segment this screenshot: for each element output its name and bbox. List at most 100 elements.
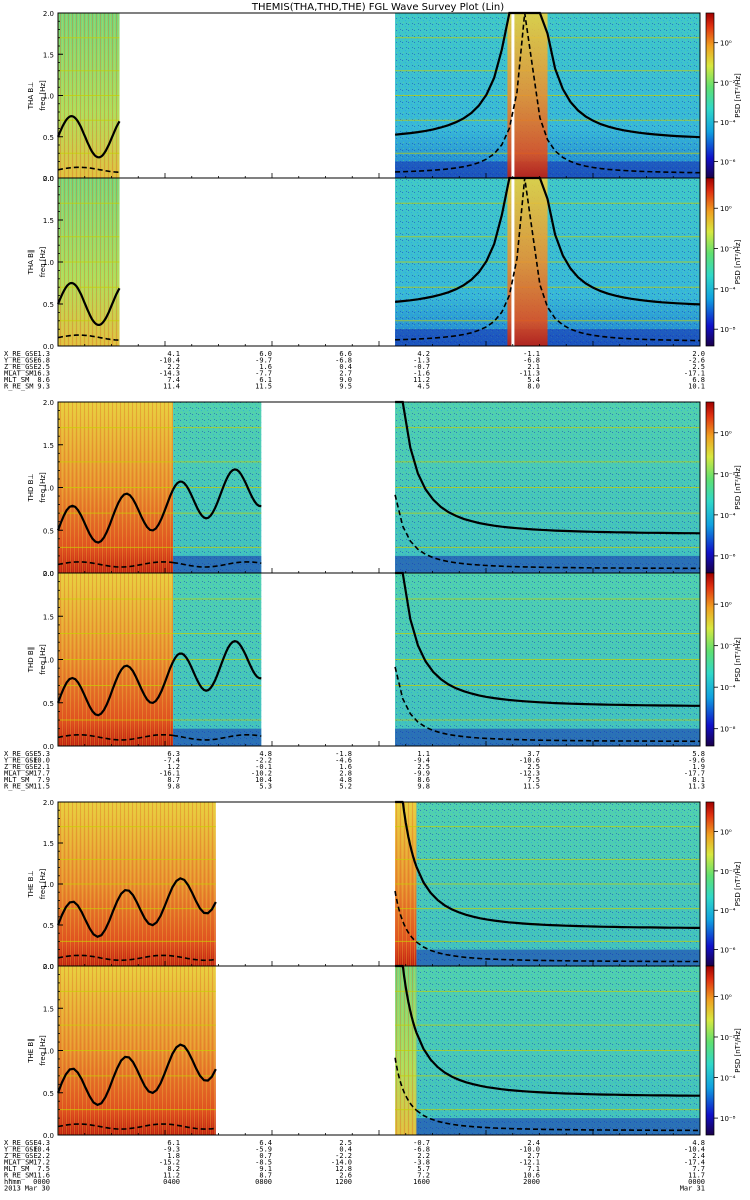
colorbar-tick-label: 10⁰ (720, 205, 732, 213)
ephem-value: -17.2 (29, 1159, 50, 1167)
half-fce-curve (57, 166, 120, 173)
ephem-value: 6.8 (692, 376, 705, 384)
colorbar-tick-label: 10⁰ (720, 829, 732, 837)
ephem-value: 11.6 (33, 1172, 50, 1180)
ephem-value: 9.8 (167, 783, 180, 791)
y-tick-label: 1.0 (43, 657, 54, 665)
date-start: Mar 30 (25, 1185, 50, 1193)
fce-curve (394, 176, 701, 306)
colorbar-tick-label: 10⁻⁸ (720, 1115, 736, 1123)
freq-axis-label: freq [Hz] (39, 472, 47, 503)
y-tick-label: 0.5 (43, 134, 54, 142)
y-tick-label: 0.5 (43, 700, 54, 708)
ephem-value: 2.2 (167, 363, 180, 371)
colorbar (705, 572, 715, 747)
ephem-value: 4.1 (167, 350, 180, 358)
half-fce-curve (172, 561, 262, 568)
ephem-value: -17.4 (684, 1159, 705, 1167)
fce-curve (56, 1043, 217, 1107)
low-frequency-band (173, 555, 262, 573)
ephem-value: 2.1 (37, 763, 50, 771)
fce-curve (56, 877, 217, 939)
y-tick-label: 0.0 (43, 743, 54, 751)
colorbar (705, 12, 715, 179)
y-tick-label: 1.5 (43, 51, 54, 59)
ephem-value: -7.7 (255, 370, 272, 378)
ephem-value: 2.5 (37, 363, 50, 371)
ephem-value: 6.3 (167, 750, 180, 758)
colorbar-tick-label: 10⁻⁶ (720, 159, 736, 167)
y-tick-label: 2.0 (43, 175, 54, 183)
ephem-value: 9.0 (339, 376, 352, 384)
ephem-value: 2.1 (527, 363, 540, 371)
ephem-row-label: X_RE_GSE (4, 350, 38, 358)
ephem-value: -16.3 (29, 370, 50, 378)
spectrogram-panel-2: 0.0 0.5 1.0 1.5 2.0 THA B∥ freq [Hz] 10⁰ 10⁻² 10⁻… (27, 175, 742, 351)
ephem-value: 2.4 (527, 1139, 540, 1147)
ephem-value: 8.7 (259, 1172, 272, 1180)
ephem-value: 7.5 (527, 776, 540, 784)
ephem-value: -10.0 (29, 757, 50, 765)
half-fce-curve (172, 733, 262, 741)
y-tick-label: 0.0 (43, 963, 54, 971)
ephem-value: 6.0 (259, 350, 272, 358)
ephem-value: 1.9 (692, 763, 705, 771)
freq-axis-label: freq [Hz] (39, 246, 47, 277)
panel-label: THA B⊥ (27, 82, 35, 110)
ephem-value: -17.7 (684, 770, 705, 778)
ephem-value: 2.6 (339, 1172, 352, 1180)
ephem-value: 11.7 (688, 1172, 705, 1180)
ephem-value: -10.4 (29, 1146, 50, 1154)
ephem-value: 6.4 (259, 1139, 272, 1147)
y-tick-label: 1.5 (43, 217, 54, 225)
colorbar-tick-label: 10⁻⁶ (720, 947, 736, 955)
y-tick-label: 2.0 (43, 963, 54, 971)
ephem-value: 2.0 (692, 350, 705, 358)
low-frequency-band (416, 1118, 700, 1135)
ephem-value: -10.2 (251, 770, 272, 778)
ephem-value: 1.1 (417, 750, 430, 758)
half-fce-curve (57, 334, 120, 341)
ephem-value: -12.1 (519, 1159, 540, 1167)
colorbar (705, 801, 715, 967)
low-frequency-band (416, 949, 700, 966)
ephem-value: 0.4 (339, 363, 352, 371)
half-fce-curve (395, 177, 701, 342)
low-frequency-band (395, 728, 700, 746)
ephem-value: -15.2 (159, 1159, 180, 1167)
ephem-value: -11.3 (519, 370, 540, 378)
ephem-value: 11.2 (413, 376, 430, 384)
colorbar-tick-label: 10⁻⁴ (720, 907, 736, 915)
ephem-value: -1.1 (523, 350, 540, 358)
ephem-value: -2.6 (688, 357, 705, 365)
y-tick-label: 0.0 (43, 175, 54, 183)
date-end: Mar 31 (680, 1185, 705, 1193)
ephem-value: 2.2 (37, 1152, 50, 1160)
ephem-value: -14.0 (331, 1159, 352, 1167)
ephem-value: 7.9 (37, 776, 50, 784)
date-year: 2013 (4, 1185, 21, 1193)
y-tick-label: 2.0 (43, 799, 54, 807)
colorbar-tick-label: 10⁰ (720, 40, 732, 48)
time-tick-label: 0400 (163, 1178, 180, 1186)
ephem-value: 4.5 (417, 383, 430, 391)
colorbar-tick-label: 10⁰ (720, 430, 732, 438)
ephem-row-label: MLAT_SM (4, 1159, 34, 1167)
ephem-value: 2.5 (692, 363, 705, 371)
ephem-row-label: MLAT_SM (4, 370, 34, 378)
colorbar (705, 965, 715, 1136)
colorbar-tick-label: 10⁻⁴ (720, 119, 736, 127)
ephem-value: -1.3 (413, 357, 430, 365)
spectrogram-panel-1: 0.0 0.5 1.0 1.5 2.0 THA B⊥ freq [Hz] 10⁰ 10⁻² 10⁻… (27, 10, 742, 183)
half-fce-curve (394, 666, 700, 743)
y-tick-label: 1.0 (43, 1048, 54, 1056)
fce-curve (415, 1032, 700, 1097)
ephem-value: 2.5 (417, 763, 430, 771)
ephem-value: 11.3 (688, 783, 705, 791)
y-tick-label: 1.0 (43, 259, 54, 267)
half-fce-curve (395, 12, 701, 174)
ephem-value: -10.4 (159, 357, 180, 365)
ephem-value: 8.6 (417, 776, 430, 784)
colorbar-tick-label: 10⁻² (720, 79, 736, 87)
ephem-value: -9.9 (413, 770, 430, 778)
